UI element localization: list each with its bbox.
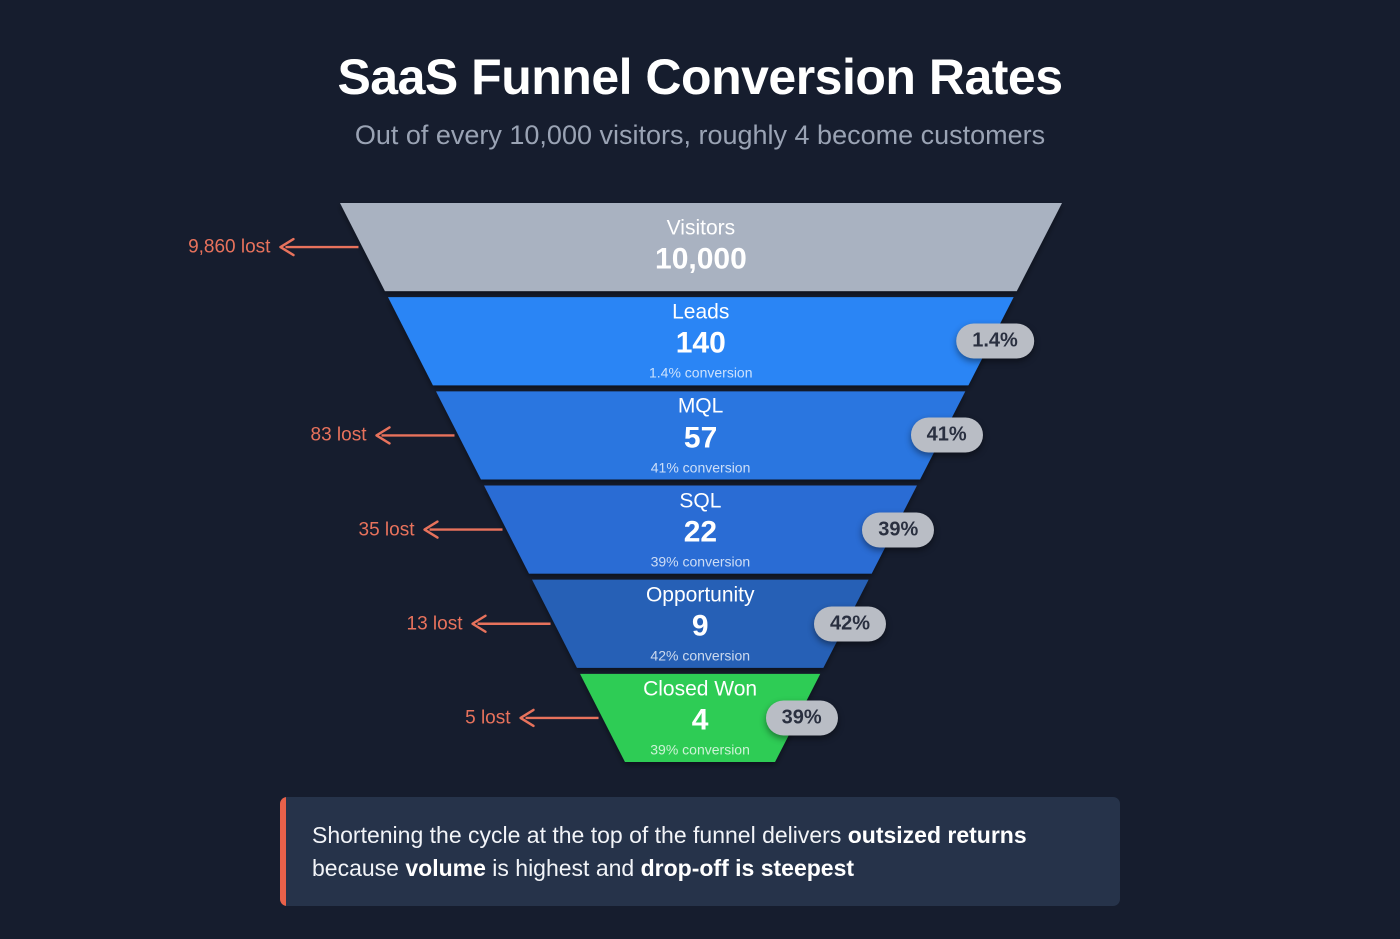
page-title: SaaS Funnel Conversion Rates (337, 49, 1063, 105)
conversion-badge-opportunity[interactable]: 42% (813, 606, 886, 642)
funnel-band-leads[interactable] (388, 297, 1014, 386)
band-stage-name: Visitors (666, 216, 736, 240)
conversion-badge-sql[interactable]: 39% (862, 512, 935, 548)
funnel-band-label-mql: MQL 57 41% conversion (651, 395, 751, 476)
conversion-badge-mql[interactable]: 41% (910, 417, 983, 453)
band-stage-name: Closed Won (643, 677, 758, 701)
chart-subtitle: Out of every 10,000 visitors, roughly 4 … (354, 120, 1046, 150)
callout-accent-bar (280, 797, 286, 907)
funnel-band-opportunity[interactable] (532, 579, 869, 668)
loss-label-visitors: 9,860 lost (188, 236, 271, 258)
funnel-band-group (340, 203, 1062, 762)
band-stage-name: MQL (677, 394, 724, 418)
callout-plain: Shortening the cycle at the top of the f… (312, 822, 848, 848)
band-conversion-sublabel: 41% conversion (650, 459, 751, 476)
funnel-band-label-sql: SQL 22 39% conversion (651, 489, 751, 570)
band-value: 140 (675, 326, 726, 360)
funnel-band-sql[interactable] (484, 485, 917, 574)
band-conversion-sublabel: 42% conversion (650, 647, 751, 664)
callout-emphasis: outsized returns (847, 822, 1027, 848)
band-conversion-sublabel: 1.4% conversion (648, 364, 753, 381)
chart-header: SaaS Funnel Conversion Rates Out of ever… (0, 50, 1400, 151)
conversion-badge-closed-won[interactable]: 39% (765, 700, 838, 736)
funnel-band-label-visitors: Visitors 10,000 (655, 217, 747, 278)
band-value: 10,000 (655, 242, 747, 276)
band-value: 9 (691, 609, 709, 643)
loss-label-mql: 83 lost (310, 424, 367, 446)
band-conversion-sublabel: 39% conversion (650, 553, 751, 570)
funnel-band-label-leads: Leads 140 1.4% conversion (649, 301, 753, 382)
funnel-band-label-closed-won: Closed Won 4 39% conversion (643, 677, 757, 758)
funnel-band-visitors[interactable] (340, 203, 1062, 292)
band-stage-name: SQL (679, 489, 722, 513)
callout-text: Shortening the cycle at the top of the f… (312, 819, 1090, 884)
funnel-band-mql[interactable] (436, 391, 966, 480)
loss-label-sql: 35 lost (358, 519, 415, 541)
band-stage-name: Opportunity (645, 583, 755, 607)
callout-emphasis: volume (405, 854, 486, 881)
callout-plain: is highest and (485, 854, 641, 881)
callout-emphasis: drop-off is steepest (640, 854, 855, 881)
band-value: 57 (683, 421, 718, 455)
callout-plain: because (312, 854, 406, 881)
band-conversion-sublabel: 39% conversion (650, 741, 750, 758)
callout-box: Shortening the cycle at the top of the f… (280, 797, 1120, 907)
funnel-band-label-opportunity: Opportunity 9 42% conversion (646, 583, 755, 664)
band-value: 4 (691, 703, 709, 737)
band-stage-name: Leads (672, 300, 730, 324)
conversion-badge-leads[interactable]: 1.4% (956, 323, 1034, 359)
funnel-band-closed-won[interactable] (580, 673, 821, 762)
loss-label-closed-won: 5 lost (465, 707, 511, 729)
loss-label-opportunity: 13 lost (406, 613, 463, 635)
band-value: 22 (683, 515, 718, 549)
